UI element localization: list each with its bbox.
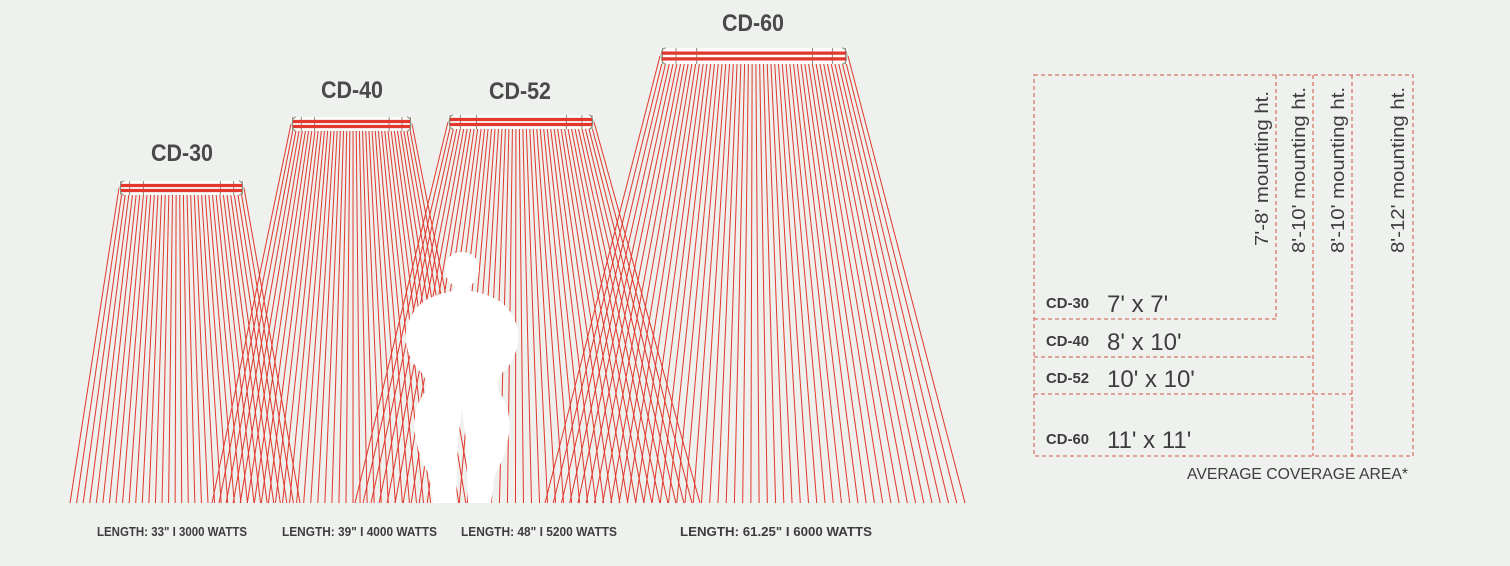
svg-text:CD-40: CD-40 xyxy=(1046,333,1089,350)
svg-text:CD-30: CD-30 xyxy=(151,140,213,167)
svg-text:CD-60: CD-60 xyxy=(1046,431,1089,448)
svg-text:CD-40: CD-40 xyxy=(321,77,383,104)
svg-text:CD-52: CD-52 xyxy=(1046,370,1089,387)
svg-text:8'-12' mounting ht.: 8'-12' mounting ht. xyxy=(1388,87,1408,253)
svg-text:11' x 11': 11' x 11' xyxy=(1107,427,1191,454)
svg-text:CD-60: CD-60 xyxy=(722,10,784,37)
svg-text:7'-8' mounting ht.: 7'-8' mounting ht. xyxy=(1252,91,1272,246)
svg-text:LENGTH: 61.25" I 6000 WATTS: LENGTH: 61.25" I 6000 WATTS xyxy=(680,524,872,539)
svg-text:AVERAGE COVERAGE AREA*: AVERAGE COVERAGE AREA* xyxy=(1187,466,1408,483)
svg-text:LENGTH: 33" I 3000 WATTS: LENGTH: 33" I 3000 WATTS xyxy=(97,524,247,539)
svg-text:LENGTH: 48" I 5200 WATTS: LENGTH: 48" I 5200 WATTS xyxy=(461,524,617,539)
svg-text:10' x 10': 10' x 10' xyxy=(1107,366,1195,393)
svg-text:CD-52: CD-52 xyxy=(489,78,551,105)
svg-text:8'-10' mounting ht.: 8'-10' mounting ht. xyxy=(1328,87,1348,253)
svg-text:CD-30: CD-30 xyxy=(1046,295,1089,312)
svg-text:8'-10' mounting ht.: 8'-10' mounting ht. xyxy=(1289,87,1309,253)
svg-text:8' x 10': 8' x 10' xyxy=(1107,329,1182,356)
svg-text:LENGTH: 39" I 4000 WATTS: LENGTH: 39" I 4000 WATTS xyxy=(282,524,437,539)
svg-text:7' x 7': 7' x 7' xyxy=(1107,291,1168,318)
